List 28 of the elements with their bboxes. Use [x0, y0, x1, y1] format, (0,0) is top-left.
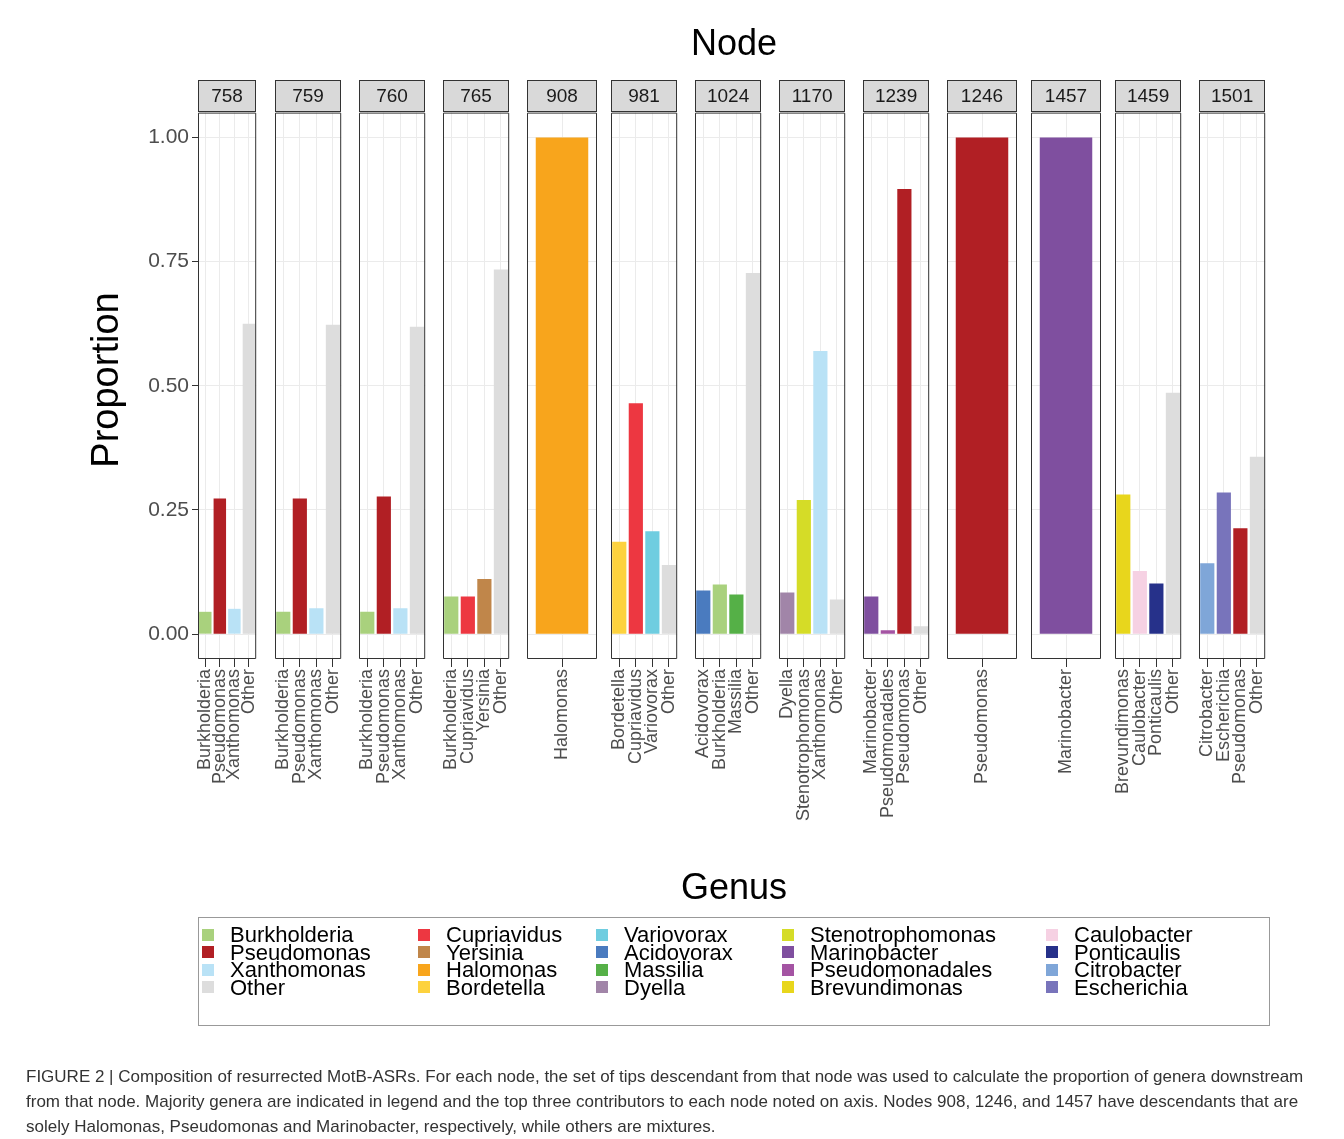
y-tick-label: 0.50	[148, 372, 189, 396]
chart-title: 981	[611, 80, 678, 112]
x-tick-label: Halomonas	[550, 669, 571, 761]
y-tick-label: 0.00	[148, 621, 189, 645]
chart-title: 1239	[863, 80, 930, 112]
chart-title: 1459	[1115, 80, 1182, 112]
chart-title: 760	[359, 80, 426, 112]
chart-title: 1457	[1031, 80, 1101, 112]
chart-title: 1501	[1199, 80, 1266, 112]
x-tick-label: Other	[825, 669, 846, 715]
chart-title: 1024	[695, 80, 762, 112]
x-tick-label: Pseudomonas	[970, 669, 991, 785]
y-tick-label: 0.25	[148, 497, 189, 521]
x-tick-label: Dyella	[776, 668, 797, 720]
y-axis-title: Proportion	[83, 292, 127, 468]
y-tick-label: 1.00	[148, 124, 189, 148]
caption: FIGURE 2 | Composition of resurrected MotB-ASRs. For each node, the set of tips descendant from that node was used to calculate the proportion of genera downstream from that node. Majority genera are indicated in legend and the top three contributors to each node noted on axis. Nodes 908, 1246, and 1457 have descendants that are solely Halomonas, Pseudomonas and Marinobacter, respectively, while others are mixtures.	[26, 1066, 1305, 1138]
chart-title: 908	[527, 80, 597, 112]
chart-title: 1170	[779, 80, 846, 112]
chart-title: 765	[443, 80, 510, 112]
legend-title: Genus	[679, 866, 789, 908]
chart-title: 1246	[947, 80, 1017, 112]
chart-title: 759	[275, 80, 342, 112]
x-tick-label: Marinobacter	[1054, 669, 1075, 775]
text: Node	[689, 22, 779, 64]
chart-title: 758	[198, 80, 257, 112]
y-tick-label: 0.75	[148, 248, 189, 272]
x-tick-label: Other	[657, 669, 678, 715]
